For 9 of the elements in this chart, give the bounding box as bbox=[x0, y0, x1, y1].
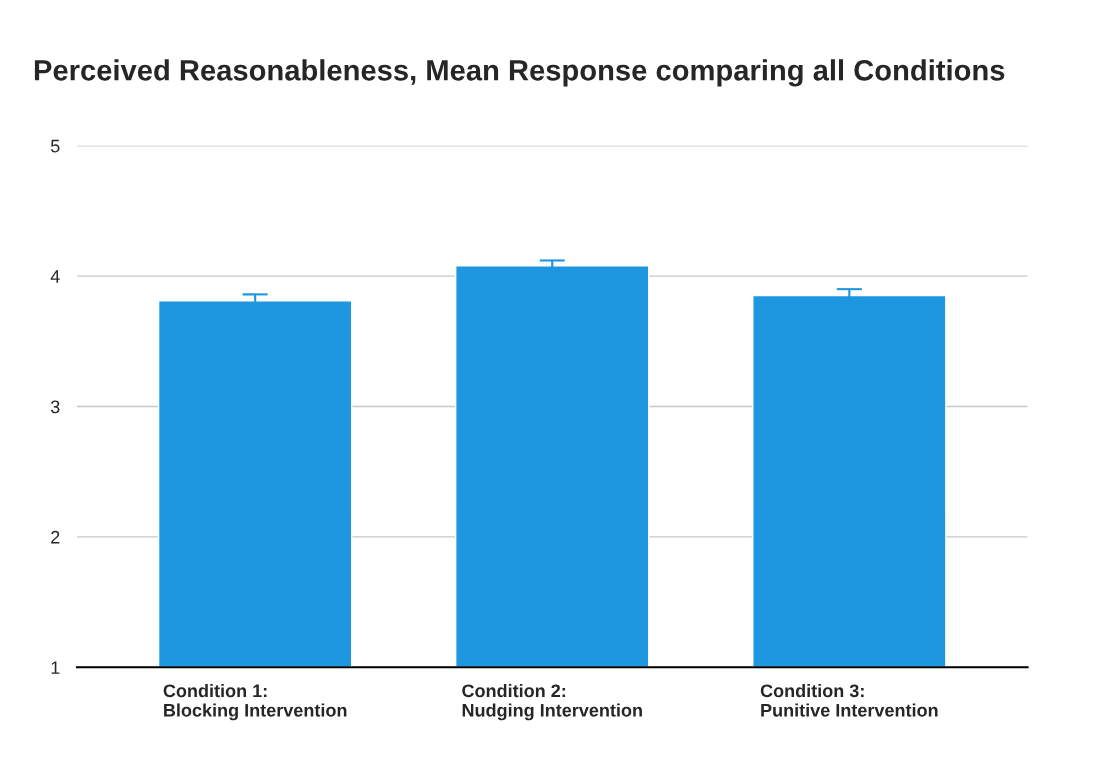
x-tick-label: Condition 2: Nudging Intervention bbox=[462, 683, 642, 721]
y-tick-label: 4 bbox=[50, 270, 60, 283]
x-tick-label: Condition 1: Blocking Intervention bbox=[163, 683, 347, 721]
x-tick-label: Condition 3: Punitive Intervention bbox=[760, 683, 938, 717]
y-tick-label: 2 bbox=[51, 530, 60, 544]
y-tick-label: 5 bbox=[50, 139, 60, 153]
y-tick-label: 1 bbox=[51, 661, 60, 674]
chart-title: Perceived Reasonableness, Mean Response comparing all Conditions bbox=[34, 59, 1005, 87]
y-tick-label: 3 bbox=[50, 400, 60, 414]
